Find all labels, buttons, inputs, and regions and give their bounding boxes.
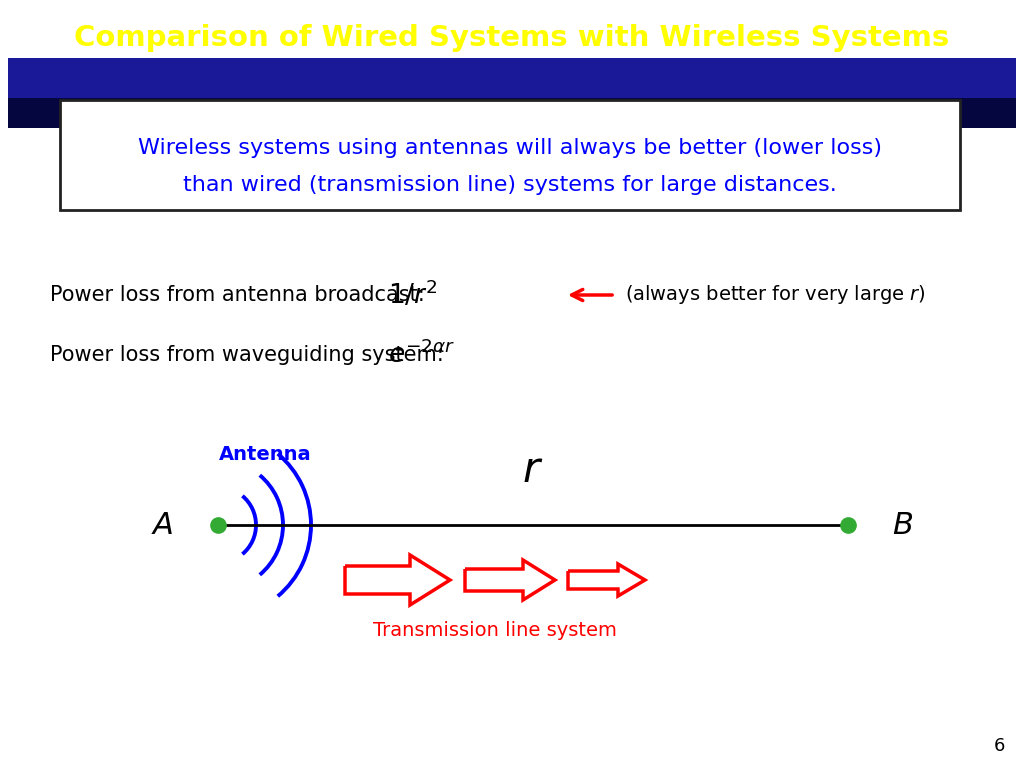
Text: than wired (transmission line) systems for large distances.: than wired (transmission line) systems f…	[183, 175, 837, 195]
Bar	[60, 100, 961, 210]
Text: B: B	[893, 511, 913, 539]
Text: Wireless systems using antennas will always be better (lower loss): Wireless systems using antennas will alw…	[138, 138, 882, 158]
Text: Antenna: Antenna	[219, 445, 311, 465]
Text: 6: 6	[993, 737, 1005, 755]
Text: Power loss from waveguiding system:: Power loss from waveguiding system:	[50, 345, 443, 365]
Text: $r$: $r$	[522, 449, 544, 491]
Text: Transmission line system: Transmission line system	[373, 621, 616, 640]
Bar	[8, 68, 1016, 128]
Text: A: A	[153, 511, 173, 539]
Text: $e^{-2\alpha r}$: $e^{-2\alpha r}$	[388, 341, 456, 369]
Text: Power loss from antenna broadcast:: Power loss from antenna broadcast:	[50, 285, 425, 305]
Text: $1/r^2$: $1/r^2$	[388, 280, 437, 310]
Bar	[8, 58, 1016, 98]
Text: Comparison of Wired Systems with Wireless Systems: Comparison of Wired Systems with Wireles…	[75, 24, 949, 52]
Text: (always better for very large $r$): (always better for very large $r$)	[625, 283, 926, 306]
